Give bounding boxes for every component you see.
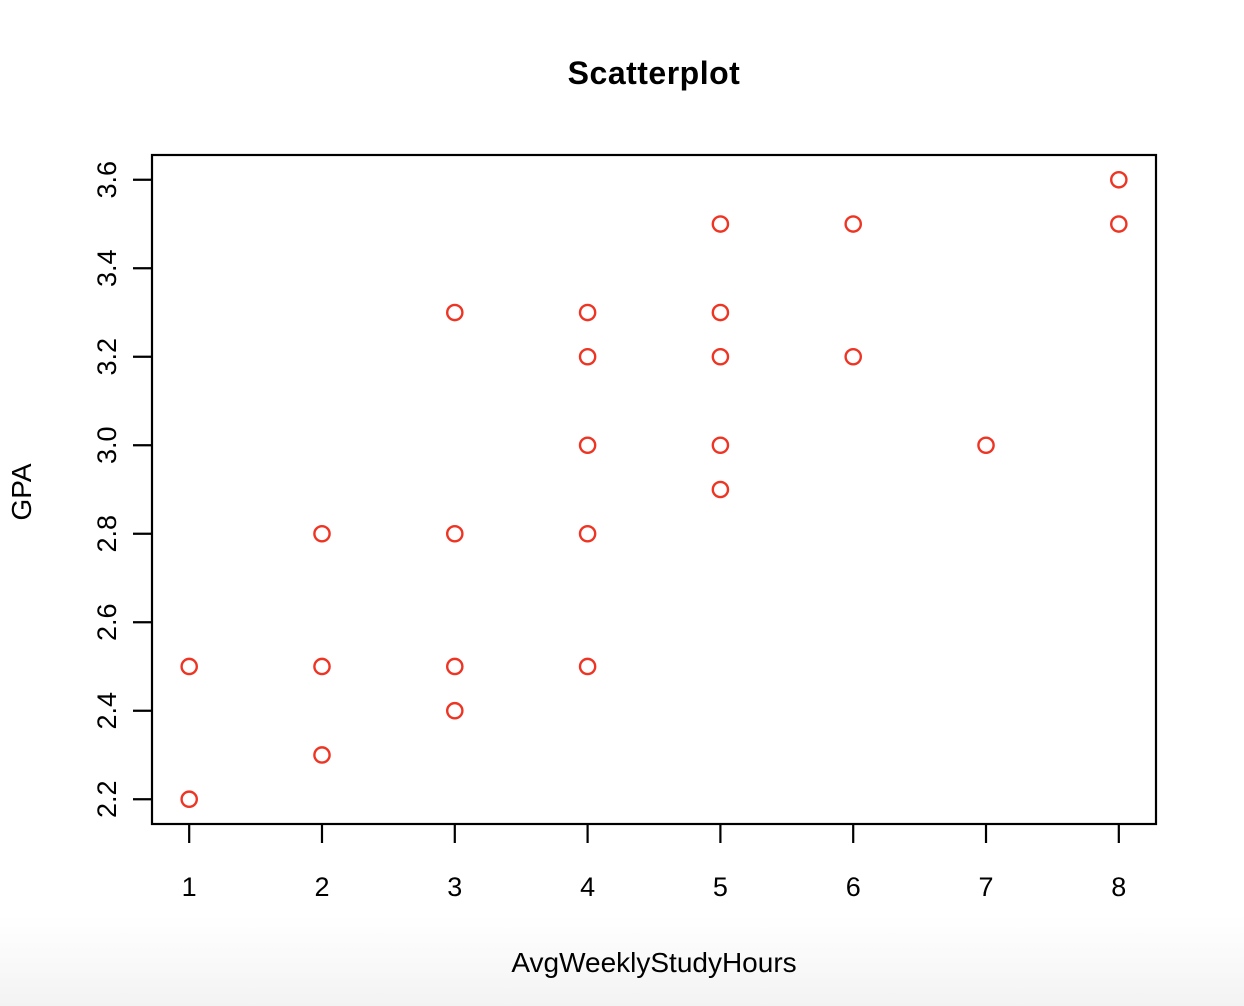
data-point (578, 436, 597, 455)
y-tick-label: 3.2 (92, 338, 122, 376)
x-tick-label: 4 (580, 872, 595, 902)
data-point (445, 303, 464, 322)
data-point (313, 746, 331, 764)
data-point (711, 303, 730, 322)
y-tick-label: 3.4 (92, 249, 122, 287)
data-point (1110, 170, 1128, 189)
x-tick-label: 2 (314, 872, 329, 902)
data-point (711, 347, 730, 366)
x-tick-label: 3 (447, 872, 462, 902)
data-point (180, 790, 198, 809)
chart-title: Scatterplot (567, 55, 741, 91)
y-tick-label: 2.8 (92, 515, 122, 553)
data-point (180, 657, 198, 676)
x-tick-label: 5 (713, 872, 728, 902)
data-point (844, 215, 863, 233)
data-point (445, 524, 464, 543)
data-point (1110, 215, 1128, 233)
data-point (445, 701, 464, 720)
x-tick-label: 1 (182, 872, 197, 902)
x-axis-label: AvgWeeklyStudyHours (511, 947, 797, 978)
data-point (977, 436, 995, 455)
data-point (844, 347, 863, 366)
data-point (313, 524, 331, 543)
data-point (578, 347, 597, 366)
data-point (711, 215, 730, 233)
y-tick-label: 2.6 (92, 603, 122, 641)
data-point (313, 657, 331, 676)
data-point (445, 657, 464, 676)
data-point (578, 524, 597, 543)
x-tick-label: 8 (1111, 872, 1126, 902)
data-point (578, 303, 597, 322)
x-tick-label: 7 (978, 872, 993, 902)
x-tick-label: 6 (846, 872, 861, 902)
y-axis-label: GPA (6, 463, 37, 521)
data-point (711, 436, 730, 455)
y-tick-label: 3.0 (92, 426, 122, 464)
y-tick-label: 3.6 (92, 161, 122, 199)
y-tick-label: 2.4 (92, 692, 122, 730)
plot-border (150, 153, 1158, 826)
y-tick-label: 2.2 (92, 780, 122, 818)
data-point (711, 480, 730, 499)
data-point (578, 657, 597, 676)
